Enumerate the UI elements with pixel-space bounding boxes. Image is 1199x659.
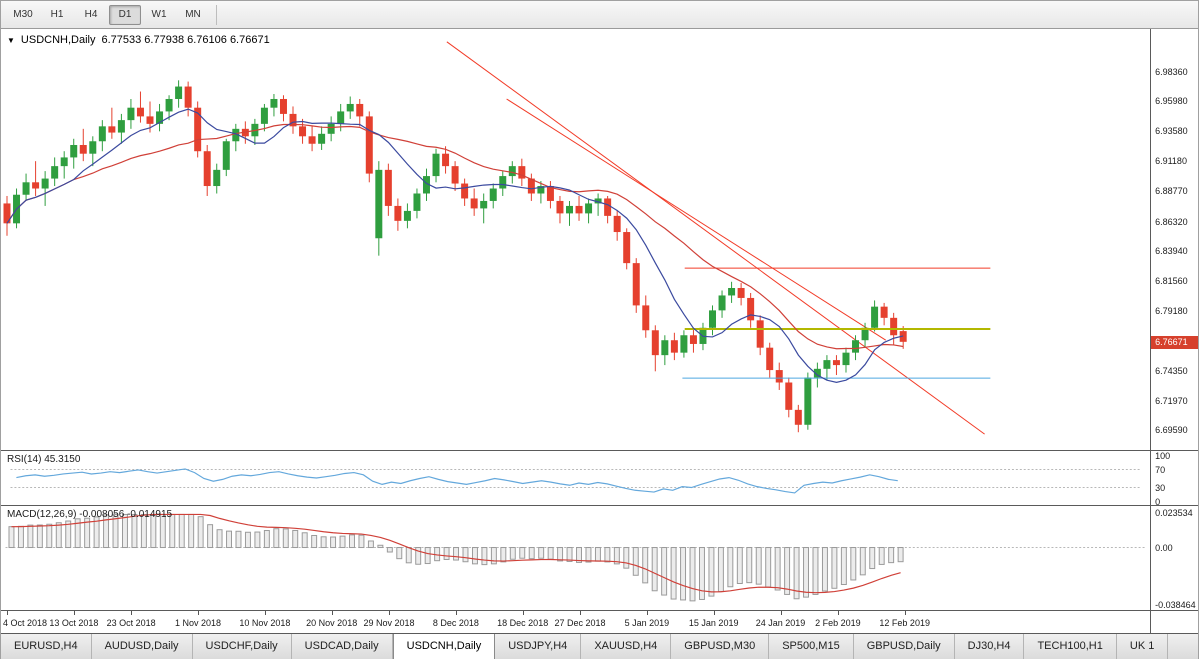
tab-gbpusd-m30[interactable]: GBPUSD,M30 xyxy=(671,634,770,659)
price-scale-label: 6.98360 xyxy=(1155,66,1188,77)
timeframe-button-d1[interactable]: D1 xyxy=(109,4,141,25)
date-label: 8 Dec 2018 xyxy=(432,618,479,628)
time-axis-tick xyxy=(713,611,715,615)
date-label: 23 Oct 2018 xyxy=(106,618,156,628)
price-scale-label: 6.91180 xyxy=(1155,156,1187,167)
timeframe-button-mn[interactable]: MN xyxy=(185,8,201,20)
date-label: 2 Feb 2019 xyxy=(815,618,861,628)
tab-tech100-h1[interactable]: TECH100,H1 xyxy=(1024,634,1117,659)
rsi-scale-label: 0 xyxy=(1155,497,1161,505)
macd-scale[interactable]: 0.023534 0.00 -0.038464 xyxy=(1150,506,1198,610)
time-axis-tick xyxy=(455,611,457,615)
date-label: 1 Nov 2018 xyxy=(174,618,222,628)
macd-scale-label: -0.038464 xyxy=(1155,600,1196,610)
time-axis-tick xyxy=(522,611,524,615)
rsi-scale[interactable]: 100 70 30 0 xyxy=(1150,451,1198,505)
tab-gbpusd-daily[interactable]: GBPUSD,Daily xyxy=(854,634,955,659)
axis-corner xyxy=(1150,611,1198,633)
date-label: 18 Dec 2018 xyxy=(497,618,549,628)
price-scale-label: 6.71970 xyxy=(1155,395,1188,406)
time-axis-tick xyxy=(780,611,782,615)
price-scale-label: 6.81560 xyxy=(1155,276,1188,287)
rsi-scale-label: 70 xyxy=(1155,464,1166,475)
date-label: 20 Nov 2018 xyxy=(306,618,358,628)
date-label: 15 Jan 2019 xyxy=(688,618,739,628)
date-label: 5 Jan 2019 xyxy=(624,618,670,628)
current-price-badge: 6.76671 xyxy=(1151,335,1198,349)
tab-usdcnh-daily[interactable]: USDCNH,Daily xyxy=(392,634,496,659)
chart-title: ▼ USDCNH,Daily 6.77533 6.77938 6.76106 6… xyxy=(7,34,270,46)
date-label: 4 Oct 2018 xyxy=(3,618,48,628)
time-axis-tick xyxy=(389,611,390,615)
price-scale[interactable]: 6.76671 6.98360 6.95980 6.93580 6.91180 6.88… xyxy=(1150,29,1198,450)
tab-dj30-h4[interactable]: DJ30,H4 xyxy=(955,634,1025,659)
tab-uk-1[interactable]: UK 1 xyxy=(1117,634,1169,659)
rsi-panel-row: RSI(14) 45.3150 100 70 30 0 xyxy=(1,450,1198,505)
time-axis-tick xyxy=(646,611,648,615)
price-scale-label: 6.95980 xyxy=(1155,96,1188,107)
rsi-indicator-label: RSI(14) 45.3150 xyxy=(7,454,81,465)
timeframe-toolbar: M30 H1 H4 D1 W1 MN xyxy=(1,1,1198,29)
tab-usdcad-daily[interactable]: USDCAD,Daily xyxy=(292,634,393,659)
date-label: 24 Jan 2019 xyxy=(755,618,806,628)
price-scale-label: 6.69590 xyxy=(1155,425,1188,436)
timeframe-button-w1[interactable]: W1 xyxy=(151,8,167,20)
tab-xauusd-h4[interactable]: XAUUSD,H4 xyxy=(581,634,672,659)
time-axis-tick xyxy=(264,611,266,615)
rsi-scale-label: 30 xyxy=(1155,483,1166,494)
ohlc-readout: 6.77533 6.77938 6.76106 6.76671 xyxy=(101,34,270,46)
price-scale-label: 6.86320 xyxy=(1155,216,1188,227)
tab-audusd-daily[interactable]: AUDUSD,Daily xyxy=(92,634,193,659)
tab-eurusd-h4[interactable]: EURUSD,H4 xyxy=(1,634,92,659)
macd-canvas xyxy=(5,513,1146,602)
price-scale-label: 6.88770 xyxy=(1155,186,1188,197)
time-axis[interactable]: 4 Oct 2018 13 Oct 2018 23 Oct 2018 1 Nov 20… xyxy=(1,611,1151,633)
date-label: 13 Oct 2018 xyxy=(49,618,99,628)
date-label: 27 Dec 2018 xyxy=(554,618,606,628)
price-scale-label: 6.93580 xyxy=(1155,126,1188,137)
main-chart-row: ▼ USDCNH,Daily 6.77533 6.77938 6.76106 6… xyxy=(1,29,1198,450)
macd-scale-label: 0.00 xyxy=(1155,542,1173,553)
date-label: 12 Feb 2019 xyxy=(879,618,930,628)
rsi-scale-label: 100 xyxy=(1155,451,1171,461)
date-label: 10 Nov 2018 xyxy=(239,618,291,628)
tab-sp500-m15[interactable]: SP500,M15 xyxy=(769,634,854,659)
time-axis-tick xyxy=(580,611,581,615)
symbol-dropdown-icon[interactable]: ▼ xyxy=(7,35,15,45)
candlestick-canvas xyxy=(3,41,991,435)
chart-tabs-bar: EURUSD,H4 AUDUSD,Daily USDCHF,Daily USDCAD,… xyxy=(1,633,1198,659)
time-axis-tick xyxy=(131,611,133,615)
date-label: 29 Nov 2018 xyxy=(363,618,415,628)
rsi-canvas xyxy=(10,468,1141,494)
time-axis-row: 4 Oct 2018 13 Oct 2018 23 Oct 2018 1 Nov 20… xyxy=(1,610,1198,633)
macd-panel-row: MACD(12,26,9) -0.008056 -0.014915 0.0235… xyxy=(1,505,1198,610)
time-axis-tick xyxy=(73,611,75,615)
macd-indicator-label: MACD(12,26,9) -0.008056 -0.014915 xyxy=(7,509,173,520)
price-chart[interactable]: ▼ USDCNH,Daily 6.77533 6.77938 6.76106 6… xyxy=(1,29,1151,450)
macd-chart[interactable]: MACD(12,26,9) -0.008056 -0.014915 xyxy=(1,506,1151,610)
time-axis-tick xyxy=(904,611,906,615)
price-scale-label: 6.83940 xyxy=(1155,246,1188,257)
symbol-timeframe-label: USDCNH,Daily xyxy=(20,34,96,46)
time-axis-tick xyxy=(837,611,839,615)
price-scale-label: 6.74350 xyxy=(1155,365,1188,376)
tab-usdchf-daily[interactable]: USDCHF,Daily xyxy=(193,634,292,659)
price-scale-label: 6.79180 xyxy=(1155,305,1188,316)
time-axis-tick xyxy=(198,611,199,615)
time-axis-tick xyxy=(7,611,8,615)
timeframe-button-h1[interactable]: H1 xyxy=(50,8,64,20)
timeframe-button-h4[interactable]: H4 xyxy=(84,8,98,20)
macd-scale-label: 0.023534 xyxy=(1155,508,1193,518)
time-axis-tick xyxy=(331,611,333,615)
tab-usdjpy-h4[interactable]: USDJPY,H4 xyxy=(495,634,582,659)
timeframe-button-m30[interactable]: M30 xyxy=(13,8,33,20)
toolbar-separator xyxy=(216,4,217,25)
rsi-chart[interactable]: RSI(14) 45.3150 xyxy=(1,451,1151,505)
